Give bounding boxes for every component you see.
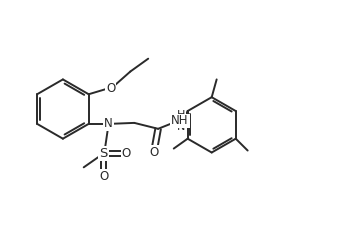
Text: O: O — [99, 170, 108, 183]
Text: O: O — [149, 146, 158, 159]
Text: N: N — [104, 117, 113, 130]
Text: H
N: H N — [177, 110, 185, 132]
Text: O: O — [106, 82, 115, 95]
Text: S: S — [99, 147, 108, 160]
Text: NH: NH — [171, 114, 189, 127]
Text: O: O — [122, 147, 131, 160]
